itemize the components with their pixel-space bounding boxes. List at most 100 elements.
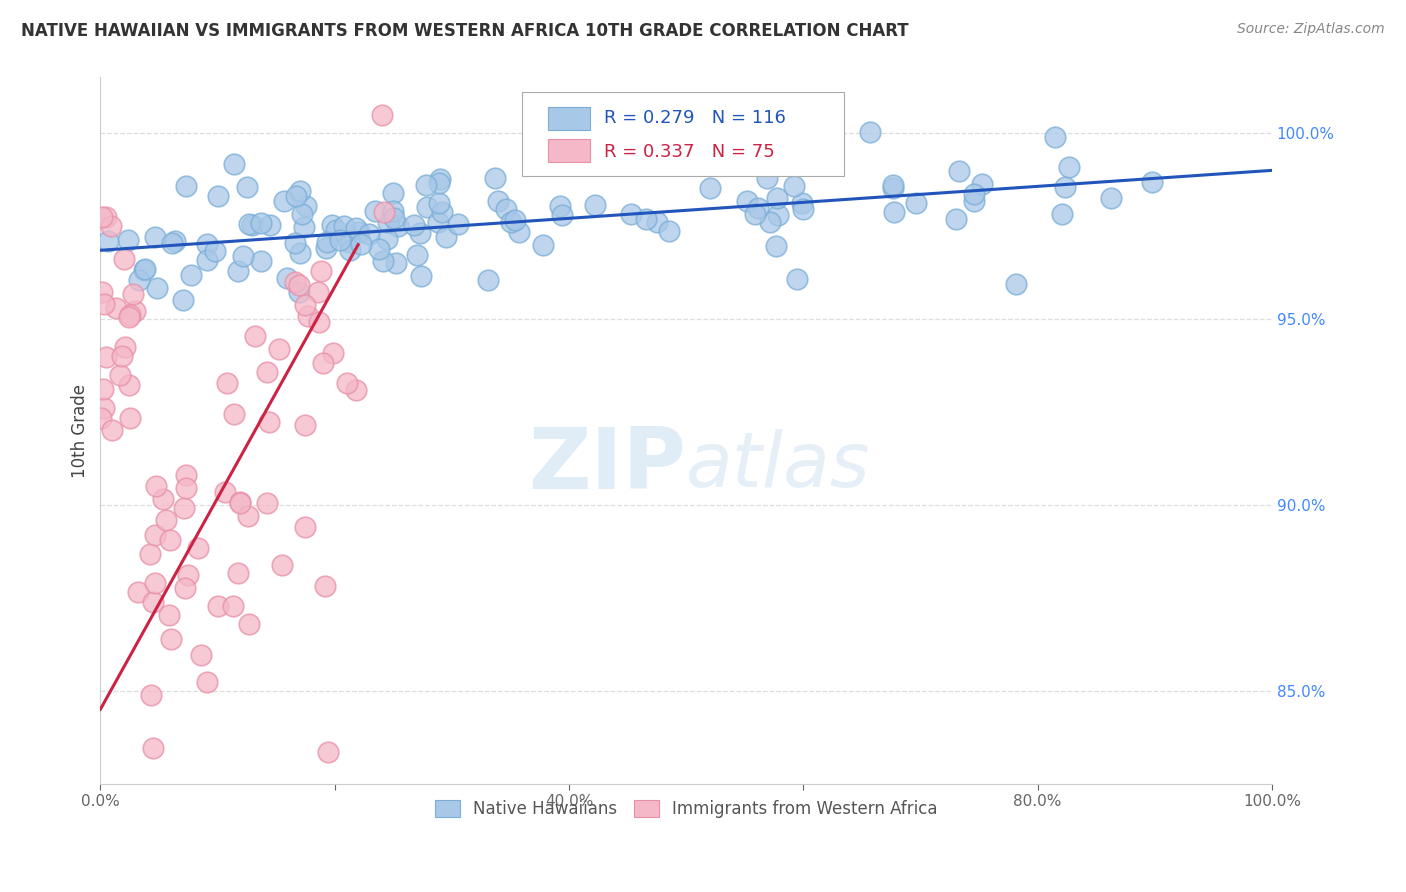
FancyBboxPatch shape <box>522 92 844 177</box>
Point <box>238 617 260 632</box>
Point <box>1140 175 1163 189</box>
Legend: Native Hawaiians, Immigrants from Western Africa: Native Hawaiians, Immigrants from Wester… <box>427 793 945 825</box>
Point <box>284 189 307 203</box>
Point <box>970 178 993 192</box>
Point <box>271 558 294 573</box>
Point <box>883 205 905 219</box>
Point <box>357 227 380 242</box>
Y-axis label: 10th Grade: 10th Grade <box>72 384 89 477</box>
Point <box>117 310 139 324</box>
FancyBboxPatch shape <box>548 107 591 130</box>
Point <box>1050 207 1073 221</box>
Point <box>311 355 333 369</box>
Point <box>287 285 309 300</box>
Point <box>948 164 970 178</box>
Point <box>759 215 782 229</box>
Point <box>551 208 574 222</box>
Point <box>381 186 404 200</box>
Point <box>122 286 145 301</box>
Point <box>96 350 118 364</box>
Point <box>963 186 986 201</box>
Point <box>174 468 197 483</box>
Point <box>195 252 218 267</box>
Point <box>159 533 181 547</box>
Point <box>143 528 166 542</box>
Point <box>350 237 373 252</box>
Point <box>344 383 367 397</box>
Point <box>294 417 316 432</box>
Point <box>105 301 128 315</box>
Text: Source: ZipAtlas.com: Source: ZipAtlas.com <box>1237 22 1385 37</box>
Point <box>747 201 769 215</box>
Point <box>858 125 880 139</box>
Point <box>127 585 149 599</box>
Point <box>434 229 457 244</box>
FancyBboxPatch shape <box>548 139 591 162</box>
Point <box>385 256 408 270</box>
Point <box>336 376 359 390</box>
Point <box>1099 191 1122 205</box>
Point <box>427 177 450 191</box>
Point <box>145 479 167 493</box>
Point <box>273 194 295 208</box>
Point <box>204 244 226 258</box>
Point <box>173 500 195 515</box>
Point <box>163 234 186 248</box>
Point <box>215 376 238 391</box>
Point <box>132 263 155 277</box>
Point <box>134 262 156 277</box>
Point <box>387 219 409 234</box>
Point <box>276 271 298 285</box>
Point <box>240 218 263 232</box>
Point <box>405 248 427 262</box>
Point <box>765 239 787 253</box>
Point <box>415 178 437 192</box>
Point <box>315 241 337 255</box>
Point <box>101 423 124 437</box>
Point <box>142 740 165 755</box>
Point <box>315 235 337 249</box>
Point <box>322 346 344 360</box>
Point <box>447 217 470 231</box>
Text: atlas: atlas <box>686 429 870 503</box>
Point <box>91 210 114 224</box>
Point <box>256 365 278 379</box>
Point <box>224 407 246 421</box>
Point <box>766 191 789 205</box>
Point <box>297 309 319 323</box>
Point <box>786 272 808 286</box>
Point <box>120 411 142 425</box>
Point <box>238 509 260 524</box>
Point <box>339 243 361 257</box>
Point <box>111 349 134 363</box>
Point <box>882 181 904 195</box>
Point <box>214 485 236 500</box>
Point <box>259 218 281 232</box>
Point <box>124 304 146 318</box>
Point <box>499 215 522 229</box>
Point <box>756 171 779 186</box>
Point <box>97 234 120 248</box>
Point <box>139 688 162 702</box>
Point <box>963 194 986 209</box>
Point <box>411 269 433 284</box>
Point <box>295 199 318 213</box>
Point <box>328 233 350 247</box>
Point <box>172 293 194 308</box>
Point <box>291 207 314 221</box>
Point <box>531 237 554 252</box>
Point <box>226 566 249 580</box>
Point <box>284 275 307 289</box>
Point <box>250 254 273 268</box>
Point <box>174 179 197 194</box>
Point <box>699 181 721 195</box>
Point <box>238 217 260 231</box>
Point <box>882 178 904 193</box>
Point <box>118 308 141 322</box>
Point <box>347 225 370 239</box>
Point <box>174 582 197 596</box>
Point <box>190 648 212 663</box>
Point <box>373 205 395 219</box>
Point <box>222 599 245 613</box>
Point <box>229 495 252 509</box>
